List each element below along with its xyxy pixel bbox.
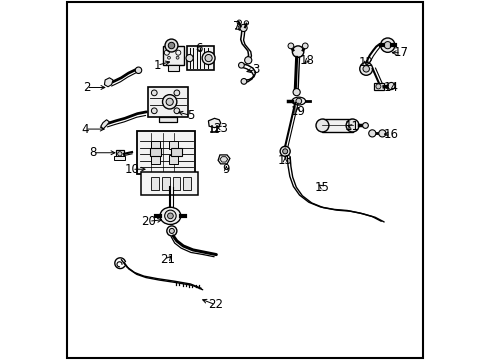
- Circle shape: [376, 84, 381, 89]
- Circle shape: [283, 149, 288, 154]
- Text: 2: 2: [83, 81, 90, 94]
- Text: 12: 12: [359, 56, 374, 69]
- Circle shape: [186, 54, 193, 62]
- Bar: [137, 131, 195, 174]
- Text: 1: 1: [153, 59, 161, 72]
- Circle shape: [168, 56, 171, 59]
- Circle shape: [163, 95, 177, 109]
- Circle shape: [388, 82, 395, 90]
- Bar: [172, 177, 180, 190]
- Circle shape: [316, 119, 329, 132]
- Text: 14: 14: [384, 81, 399, 94]
- Ellipse shape: [292, 97, 306, 105]
- Circle shape: [296, 98, 302, 104]
- Circle shape: [165, 210, 176, 222]
- Circle shape: [288, 43, 294, 49]
- Circle shape: [302, 43, 308, 49]
- Circle shape: [205, 54, 212, 62]
- Circle shape: [168, 213, 173, 219]
- Bar: [115, 156, 125, 160]
- Ellipse shape: [160, 207, 181, 225]
- Circle shape: [170, 228, 174, 233]
- Text: 11: 11: [345, 121, 360, 134]
- Polygon shape: [218, 155, 230, 164]
- Circle shape: [293, 89, 300, 96]
- Text: 17: 17: [393, 46, 409, 59]
- Circle shape: [202, 51, 215, 64]
- Bar: [141, 172, 198, 195]
- Polygon shape: [104, 78, 113, 87]
- Text: 6: 6: [195, 41, 202, 54]
- Circle shape: [151, 90, 157, 96]
- Text: 23: 23: [213, 122, 228, 135]
- Text: 16: 16: [384, 127, 399, 141]
- Text: 5: 5: [187, 109, 194, 122]
- Bar: [172, 148, 182, 156]
- Polygon shape: [220, 157, 228, 162]
- Text: 15: 15: [315, 181, 330, 194]
- Circle shape: [118, 152, 122, 156]
- Circle shape: [239, 62, 245, 68]
- Bar: [150, 148, 161, 156]
- Bar: [162, 177, 170, 190]
- Circle shape: [176, 56, 179, 59]
- Circle shape: [151, 108, 157, 114]
- Circle shape: [135, 67, 142, 73]
- Bar: [187, 46, 214, 70]
- Circle shape: [293, 46, 304, 57]
- Bar: [163, 45, 184, 65]
- Text: 21: 21: [160, 253, 175, 266]
- Bar: [168, 65, 179, 71]
- Bar: [374, 83, 384, 90]
- Circle shape: [165, 39, 178, 52]
- Circle shape: [241, 78, 247, 84]
- Bar: [151, 140, 160, 149]
- Circle shape: [346, 119, 359, 132]
- Circle shape: [363, 66, 369, 72]
- Bar: [116, 150, 124, 158]
- Text: 22: 22: [208, 298, 223, 311]
- Text: 10: 10: [124, 163, 140, 176]
- Bar: [151, 155, 160, 163]
- Bar: [159, 117, 177, 122]
- Bar: [183, 177, 191, 190]
- Circle shape: [166, 98, 173, 105]
- Circle shape: [245, 57, 252, 64]
- Text: 9: 9: [222, 163, 230, 176]
- Circle shape: [360, 62, 373, 75]
- Bar: [169, 140, 177, 149]
- Circle shape: [379, 130, 386, 137]
- Bar: [169, 155, 177, 163]
- Circle shape: [174, 108, 180, 114]
- Text: 7: 7: [233, 20, 240, 33]
- Bar: [148, 87, 188, 117]
- Circle shape: [363, 123, 368, 129]
- Circle shape: [240, 24, 247, 32]
- Bar: [322, 119, 353, 132]
- Polygon shape: [208, 118, 220, 128]
- Circle shape: [368, 130, 376, 137]
- Text: 19: 19: [291, 105, 306, 118]
- Text: 4: 4: [81, 122, 89, 136]
- Text: 13: 13: [278, 154, 293, 167]
- Circle shape: [174, 90, 180, 96]
- Bar: [151, 177, 159, 190]
- Text: 3: 3: [252, 63, 259, 76]
- Circle shape: [381, 38, 395, 52]
- Text: 18: 18: [299, 54, 314, 67]
- Text: 20: 20: [142, 215, 156, 228]
- Text: 8: 8: [89, 146, 96, 159]
- Circle shape: [384, 41, 392, 49]
- Circle shape: [280, 146, 290, 156]
- Polygon shape: [101, 120, 109, 129]
- Circle shape: [167, 226, 177, 236]
- Circle shape: [168, 42, 175, 49]
